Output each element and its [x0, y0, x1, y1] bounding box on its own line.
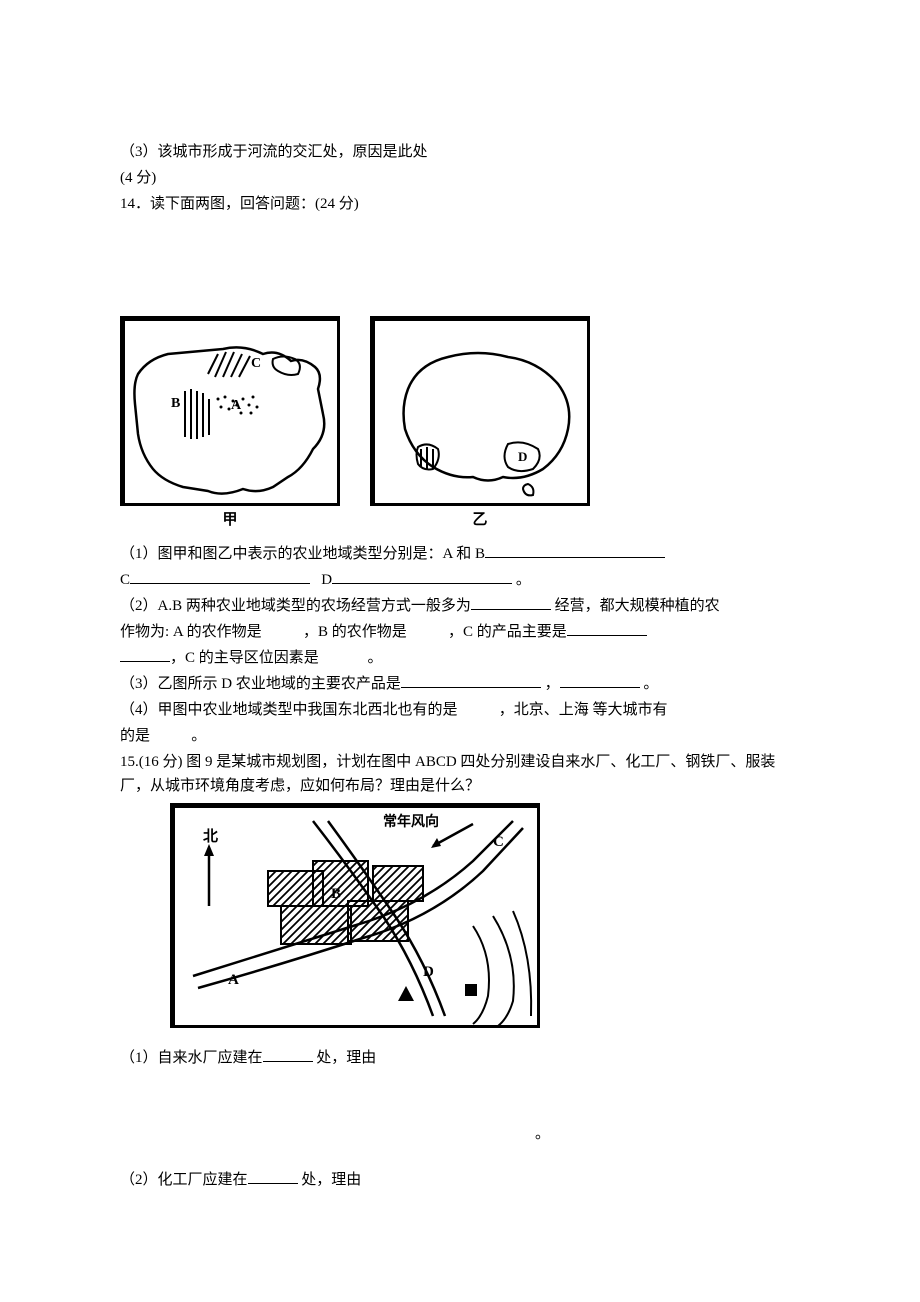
- map-australia-icon: D: [370, 316, 590, 506]
- q14-p1d: 。: [516, 572, 531, 588]
- blank[interactable]: [567, 621, 647, 636]
- svg-text:B: B: [171, 396, 180, 411]
- q14-p2d: ，B 的农作物是: [303, 624, 407, 640]
- q14-p1c: D: [321, 572, 332, 588]
- blank[interactable]: [560, 673, 640, 688]
- q15-p1c: 。: [120, 1122, 550, 1146]
- q15-p2b: 处，理由: [301, 1172, 361, 1188]
- q14-p2e: ，C 的产品主要是: [448, 624, 567, 640]
- city-plan-map-icon: 北 常年风向: [170, 803, 540, 1028]
- q14-figures-row: A B C 甲 D 乙: [120, 316, 800, 532]
- blank[interactable]: [263, 1047, 313, 1062]
- blank[interactable]: [248, 1169, 298, 1184]
- q14-p4a: （4）甲图中农业地域类型中我国东北西北也有的是: [120, 702, 458, 718]
- spacer: [120, 1148, 800, 1168]
- q13-part3: （3）该城市形成于河流的交汇处，原因是此处: [120, 140, 800, 164]
- svg-text:C: C: [493, 834, 504, 850]
- svg-text:北: 北: [203, 828, 218, 845]
- q14-figure-b: D 乙: [370, 316, 590, 532]
- q14-p1-line1: （1）图甲和图乙中表示的农业地域类型分别是：A 和 B: [120, 542, 800, 566]
- q14-p2-line3: ，C 的主导区位因素是 。: [120, 646, 800, 670]
- q15-header: 15.(16 分) 图 9 是某城市规划图，计划在图中 ABCD 四处分别建设自…: [120, 750, 800, 798]
- q14-p3b: ，: [545, 676, 560, 692]
- q15-p2a: （2）化工厂应建在: [120, 1172, 248, 1188]
- blank[interactable]: [401, 673, 541, 688]
- q14-figure-a: A B C 甲: [120, 316, 340, 532]
- q15-p1-line2: 。: [120, 1122, 800, 1146]
- q14-p2c: 作物为: A 的农作物是: [120, 624, 262, 640]
- q14-p3c: 。: [643, 676, 658, 692]
- blank[interactable]: [130, 569, 310, 584]
- q14-p2-line2: 作物为: A 的农作物是 ，B 的农作物是 ，C 的产品主要是: [120, 620, 800, 644]
- q15-p2-line1: （2）化工厂应建在 处，理由: [120, 1168, 800, 1192]
- blank[interactable]: [120, 647, 170, 662]
- map-usa-icon: A B C: [120, 316, 340, 506]
- q14-p4-line1: （4）甲图中农业地域类型中我国东北西北也有的是 ，北京、上海 等大城市有: [120, 698, 800, 722]
- blank[interactable]: [471, 595, 551, 610]
- q14-p2a: （2）A.B 两种农业地域类型的农场经营方式一般多为: [120, 598, 471, 614]
- svg-text:常年风向: 常年风向: [383, 813, 439, 830]
- spacer: [120, 1072, 800, 1122]
- q15-figure: 北 常年风向: [170, 803, 800, 1036]
- blank[interactable]: [332, 569, 512, 584]
- svg-text:B: B: [331, 886, 341, 902]
- blank[interactable]: [485, 543, 665, 558]
- q14-p1a: （1）图甲和图乙中表示的农业地域类型分别是：A 和 B: [120, 546, 485, 562]
- q14-figB-caption: 乙: [472, 508, 487, 532]
- q14-p4b: ，北京、上海 等大城市有: [499, 702, 668, 718]
- q14-p2f: ，C 的主导区位因素是: [170, 650, 319, 666]
- q15-p1b: 处，理由: [316, 1050, 376, 1066]
- q14-p4d: 。: [191, 728, 206, 744]
- q14-p4-line2: 的是 。: [120, 724, 800, 748]
- q14-p3a: （3）乙图所示 D 农业地域的主要农产品是: [120, 676, 401, 692]
- q14-figA-caption: 甲: [222, 508, 237, 532]
- q14-p2b: 经营，都大规模种植的农: [555, 598, 720, 614]
- svg-text:A: A: [231, 398, 242, 413]
- q14-p3-line1: （3）乙图所示 D 农业地域的主要农产品是 ， 。: [120, 672, 800, 696]
- q14-p1-line2: C D 。: [120, 568, 800, 592]
- q13-points: (4 分): [120, 166, 800, 190]
- q14-p1b: C: [120, 572, 130, 588]
- q14-header: 14．读下面两图，回答问题：(24 分): [120, 192, 800, 216]
- svg-text:D: D: [423, 964, 434, 980]
- q15-p1a: （1）自来水厂应建在: [120, 1050, 263, 1066]
- q14-p4c: 的是: [120, 728, 150, 744]
- q14-p2-line1: （2）A.B 两种农业地域类型的农场经营方式一般多为 经营，都大规模种植的农: [120, 594, 800, 618]
- svg-text:C: C: [251, 356, 261, 371]
- svg-text:A: A: [228, 972, 239, 988]
- q15-p1-line1: （1）自来水厂应建在 处，理由: [120, 1046, 800, 1070]
- q14-p2g: 。: [368, 650, 383, 666]
- svg-text:D: D: [518, 449, 527, 464]
